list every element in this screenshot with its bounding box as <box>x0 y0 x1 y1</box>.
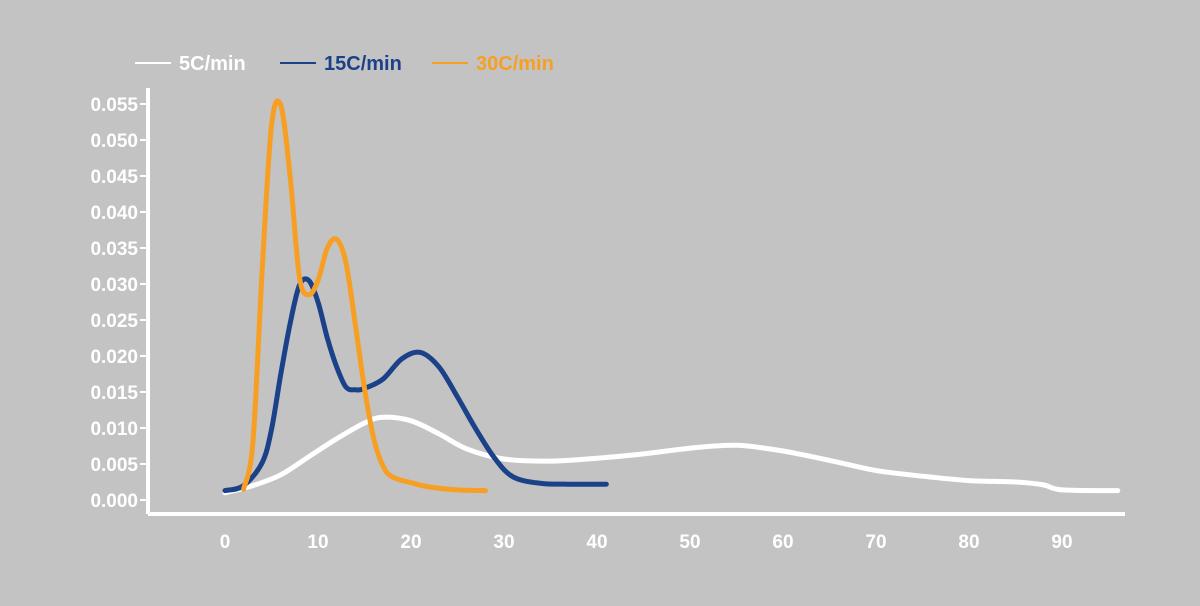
y-tick-label: 0.045 <box>90 167 138 188</box>
y-tick-label: 0.050 <box>90 131 138 152</box>
legend-label-15c-min: 15C/min <box>324 53 402 75</box>
y-tick-label: 0.005 <box>90 455 138 476</box>
x-tick-label: 60 <box>772 532 793 553</box>
series-line-30c-min <box>241 98 488 494</box>
y-tick-label: 0.025 <box>90 311 138 332</box>
series-line-5c-min <box>222 414 1121 496</box>
y-tick-label: 0.035 <box>90 239 138 260</box>
x-tick-label: 30 <box>493 532 514 553</box>
x-tick-label: 50 <box>679 532 700 553</box>
x-tick-label: 40 <box>586 532 607 553</box>
x-tick-label: 10 <box>307 532 328 553</box>
series-line-15c-min <box>222 276 609 494</box>
y-tick-label: 0.055 <box>90 95 138 116</box>
y-tick-label: 0.030 <box>90 275 138 296</box>
legend-label-30c-min: 30C/min <box>476 53 554 75</box>
y-tick-label: 0.040 <box>90 203 138 224</box>
y-tick-label: 0.010 <box>90 419 138 440</box>
x-tick-label: 80 <box>958 532 979 553</box>
x-tick-label: 90 <box>1051 532 1072 553</box>
y-tick-label: 0.000 <box>90 491 138 512</box>
x-tick-label: 0 <box>220 532 231 553</box>
series-layer <box>222 98 1121 496</box>
legend-label-5c-min: 5C/min <box>179 53 246 75</box>
x-tick-label: 20 <box>400 532 421 553</box>
axes: 0.000 0.005 0.010 0.015 0.020 0.025 0.030 0.035… <box>90 88 1125 553</box>
legend: 5C/min 15C/min 30C/min <box>135 53 554 75</box>
y-tick-label: 0.015 <box>90 383 138 404</box>
y-tick-label: 0.020 <box>90 347 138 368</box>
x-tick-label: 70 <box>865 532 886 553</box>
